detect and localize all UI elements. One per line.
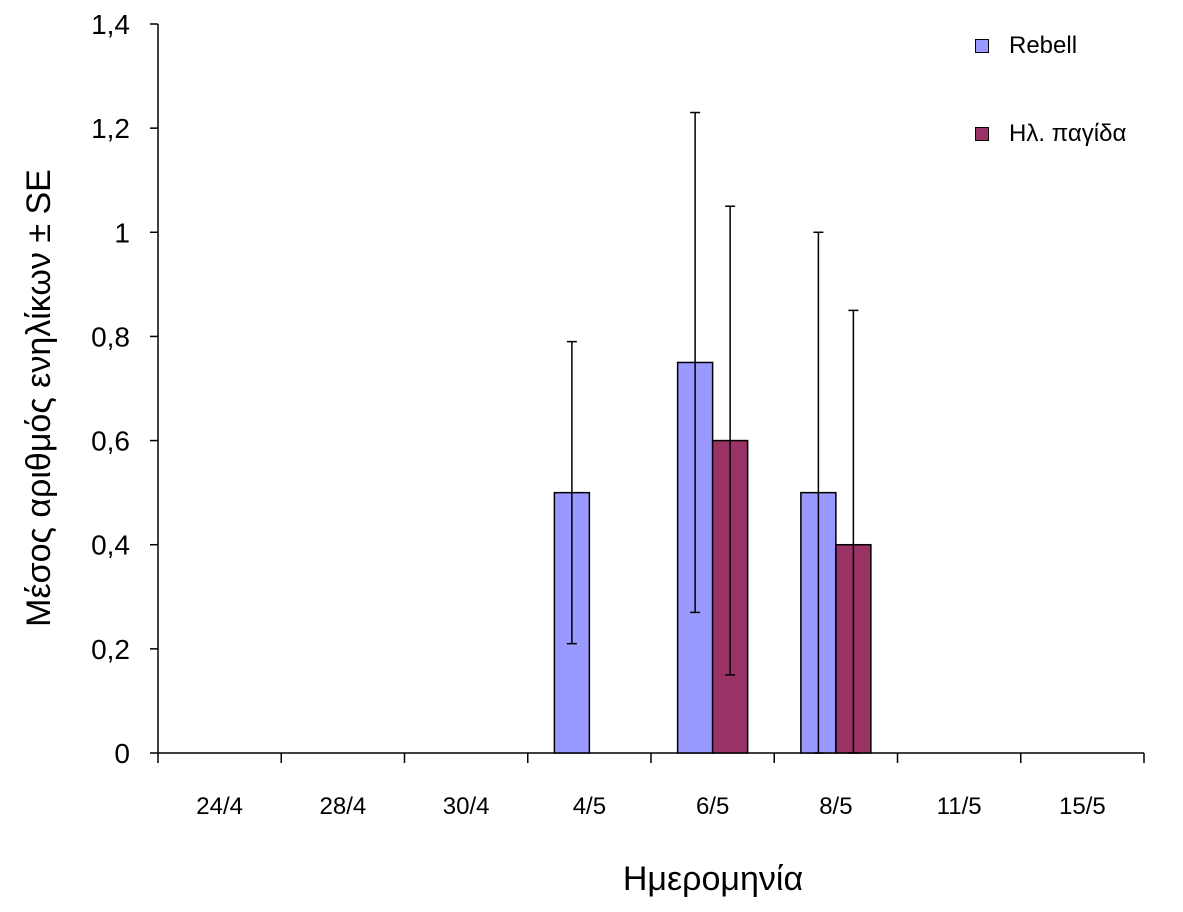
x-tick-label: 28/4	[320, 793, 367, 820]
bars	[553, 361, 872, 754]
x-tick-label: 15/5	[1059, 793, 1106, 820]
y-tick-label: 0,8	[91, 321, 130, 352]
x-tick-label: 4/5	[573, 793, 606, 820]
y-axis: 0 0,2 0,4 0,6 0,8 1 1,2 1,4	[91, 9, 159, 769]
x-tick-label: 24/4	[196, 793, 243, 820]
legend-item-rebell: Rebell	[975, 30, 1126, 62]
x-tick-label: 6/5	[696, 793, 729, 820]
y-tick-label: 0,4	[91, 530, 130, 561]
x-axis-label: Ημερομηνία	[623, 860, 803, 898]
legend: Rebell Ηλ. παγίδα	[975, 30, 1126, 206]
error-bars	[566, 111, 859, 754]
x-axis: 24/4 28/4 30/4 4/5 6/5 8/5 11/5 15/5	[157, 752, 1145, 820]
y-tick-label: 0,2	[91, 634, 130, 665]
y-tick-label: 0,6	[91, 426, 130, 457]
x-tick-label: 30/4	[443, 793, 490, 820]
x-tick-label: 8/5	[819, 793, 852, 820]
legend-swatch-rebell	[975, 39, 989, 53]
legend-label-rebell: Rebell	[1009, 32, 1078, 59]
y-tick-label: 1	[114, 217, 130, 248]
y-tick-label: 0	[114, 738, 130, 769]
legend-swatch-trap	[975, 127, 989, 141]
legend-label-trap: Ηλ. παγίδα	[1009, 120, 1127, 147]
x-tick-label: 11/5	[937, 793, 982, 820]
y-tick-label: 1,4	[91, 9, 130, 40]
y-tick-label: 1,2	[91, 113, 130, 144]
y-axis-label: Μέσος αριθμός ενηλίκων ± SE	[20, 169, 58, 627]
legend-item-trap: Ηλ. παγίδα	[975, 118, 1126, 150]
